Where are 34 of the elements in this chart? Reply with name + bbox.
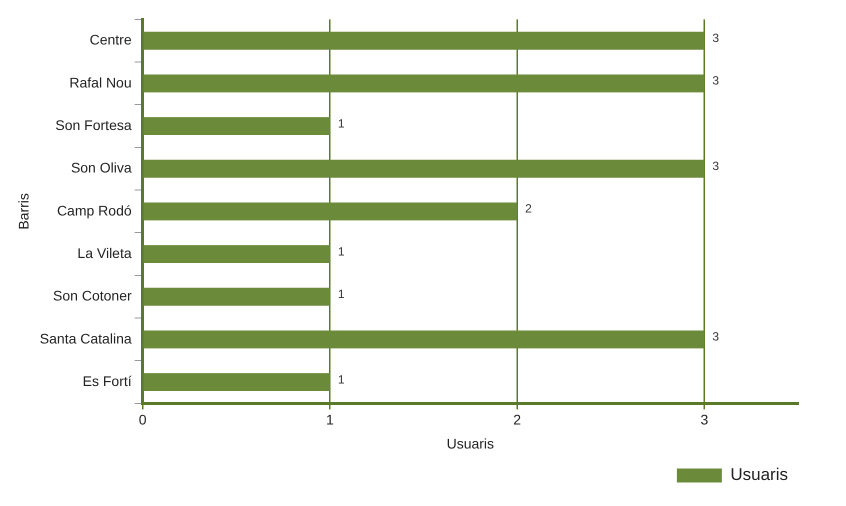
y-tick-label: Es Fortí (82, 372, 132, 389)
bar (143, 288, 330, 306)
x-tick-label: 2 (513, 412, 522, 428)
data-label: 1 (338, 287, 345, 302)
data-label: 1 (338, 244, 345, 258)
data-label: 3 (712, 74, 720, 88)
bar (143, 32, 704, 50)
y-tick-label: Santa Catalina (40, 330, 132, 346)
legend-label: Usuaris (730, 465, 788, 484)
bar (143, 245, 330, 264)
data-label: 1 (338, 372, 345, 386)
data-label: 3 (712, 159, 720, 174)
bar (143, 330, 704, 348)
data-label: 2 (525, 202, 532, 216)
bar (143, 74, 704, 92)
x-axis-title: Usuaris (446, 435, 494, 452)
x-tick-label: 1 (326, 412, 334, 428)
y-tick-label: Rafal Nou (69, 74, 132, 90)
y-tick-label: Son Cotoner (53, 288, 132, 304)
bar (143, 160, 704, 178)
y-tick-label: Camp Rodó (56, 202, 132, 218)
y-tick-label: Son Oliva (70, 160, 132, 176)
data-label: 3 (712, 330, 720, 344)
x-tick-label: 3 (700, 412, 708, 428)
y-axis-title: Barris (15, 193, 32, 230)
y-tick-label: Centre (90, 32, 132, 48)
bar (143, 117, 330, 136)
y-tick-label: La Vileta (77, 244, 132, 261)
bar (143, 373, 330, 392)
x-tick-label: 0 (138, 412, 147, 428)
data-label: 1 (338, 116, 345, 130)
bar (143, 202, 518, 220)
y-tick-label: Son Fortesa (55, 116, 132, 133)
data-label: 3 (712, 31, 720, 46)
